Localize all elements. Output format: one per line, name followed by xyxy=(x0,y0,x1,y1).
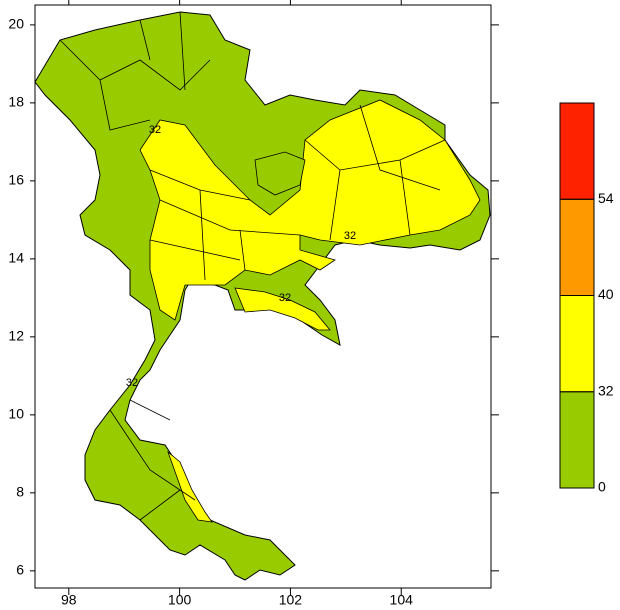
colorbar-label: 54 xyxy=(598,190,614,206)
y-tick-label: 10 xyxy=(8,406,24,422)
y-tick-label: 6 xyxy=(16,562,24,578)
y-tick-label: 18 xyxy=(8,94,24,110)
colorbar-label: 40 xyxy=(598,286,614,302)
region-green-patch xyxy=(254,151,306,196)
x-tick-label: 104 xyxy=(390,592,414,608)
contour-label: 32 xyxy=(149,124,161,136)
y-tick-label: 14 xyxy=(8,250,24,266)
x-tick-label: 102 xyxy=(279,592,303,608)
colorbar-label: 32 xyxy=(598,382,614,398)
y-tick-label: 20 xyxy=(8,16,24,32)
contour-label: 32 xyxy=(279,292,291,304)
colorbar-segment xyxy=(559,198,595,296)
x-tick-label: 100 xyxy=(168,592,192,608)
y-tick-label: 12 xyxy=(8,328,24,344)
y-tick-label: 8 xyxy=(16,484,24,500)
y-tick-label: 16 xyxy=(8,172,24,188)
colorbar-segment xyxy=(559,391,595,489)
contour-label: 32 xyxy=(126,377,138,389)
x-tick-label: 98 xyxy=(61,592,77,608)
region-yellow-east xyxy=(234,287,331,331)
province-lines xyxy=(59,11,446,521)
thailand-map xyxy=(34,11,491,581)
region-yellow-south xyxy=(167,450,213,523)
colorbar-segment xyxy=(559,295,595,393)
region-yellow xyxy=(139,99,481,321)
contour-label: 32 xyxy=(344,230,356,242)
map-frame xyxy=(34,4,492,589)
colorbar-label: 0 xyxy=(598,479,606,495)
colorbar-segment xyxy=(559,102,595,200)
